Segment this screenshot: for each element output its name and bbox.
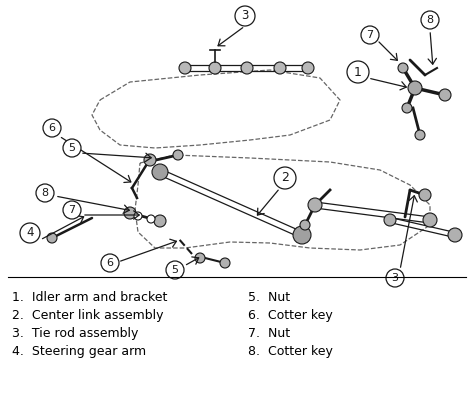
Circle shape xyxy=(63,201,81,219)
Circle shape xyxy=(448,228,462,242)
Circle shape xyxy=(293,226,311,244)
Circle shape xyxy=(361,26,379,44)
Circle shape xyxy=(124,207,136,219)
Text: 2.  Center link assembly: 2. Center link assembly xyxy=(12,309,164,322)
Text: 7.  Nut: 7. Nut xyxy=(248,327,290,340)
Circle shape xyxy=(300,220,310,230)
Circle shape xyxy=(179,62,191,74)
Circle shape xyxy=(384,214,396,226)
Circle shape xyxy=(421,11,439,29)
Circle shape xyxy=(209,62,221,74)
Circle shape xyxy=(154,215,166,227)
Circle shape xyxy=(144,154,156,166)
Circle shape xyxy=(386,269,404,287)
Text: 5: 5 xyxy=(69,143,75,153)
Circle shape xyxy=(47,233,57,243)
Circle shape xyxy=(195,253,205,263)
Text: 2: 2 xyxy=(281,171,289,184)
Text: 7: 7 xyxy=(68,205,75,215)
Text: 4: 4 xyxy=(26,227,34,240)
Circle shape xyxy=(423,213,437,227)
Circle shape xyxy=(173,150,183,160)
Circle shape xyxy=(415,130,425,140)
Circle shape xyxy=(166,261,184,279)
Text: 3.  Tie rod assembly: 3. Tie rod assembly xyxy=(12,327,138,340)
Text: 5: 5 xyxy=(172,265,179,275)
Text: 6: 6 xyxy=(107,258,113,268)
Circle shape xyxy=(274,167,296,189)
Circle shape xyxy=(20,223,40,243)
Circle shape xyxy=(439,89,451,101)
Circle shape xyxy=(36,184,54,202)
Circle shape xyxy=(134,212,142,220)
Circle shape xyxy=(408,81,422,95)
Text: 8.  Cotter key: 8. Cotter key xyxy=(248,345,333,358)
Text: 3: 3 xyxy=(392,273,399,283)
Circle shape xyxy=(101,254,119,272)
Circle shape xyxy=(402,103,412,113)
Circle shape xyxy=(241,62,253,74)
Circle shape xyxy=(235,6,255,26)
Circle shape xyxy=(152,164,168,180)
Text: 8: 8 xyxy=(427,15,434,25)
Circle shape xyxy=(43,119,61,137)
Text: 3: 3 xyxy=(241,10,249,23)
Text: 4.  Steering gear arm: 4. Steering gear arm xyxy=(12,345,146,358)
Circle shape xyxy=(274,62,286,74)
Circle shape xyxy=(308,198,322,212)
Circle shape xyxy=(398,63,408,73)
Text: 5.  Nut: 5. Nut xyxy=(248,291,290,304)
Text: 8: 8 xyxy=(41,188,48,198)
Text: 1.  Idler arm and bracket: 1. Idler arm and bracket xyxy=(12,291,167,304)
Text: 7: 7 xyxy=(366,30,374,40)
Circle shape xyxy=(147,215,155,223)
Text: 6: 6 xyxy=(48,123,55,133)
Circle shape xyxy=(220,258,230,268)
Circle shape xyxy=(347,61,369,83)
Circle shape xyxy=(302,62,314,74)
Text: 6.  Cotter key: 6. Cotter key xyxy=(248,309,333,322)
Circle shape xyxy=(419,189,431,201)
Circle shape xyxy=(63,139,81,157)
Text: 1: 1 xyxy=(354,65,362,78)
